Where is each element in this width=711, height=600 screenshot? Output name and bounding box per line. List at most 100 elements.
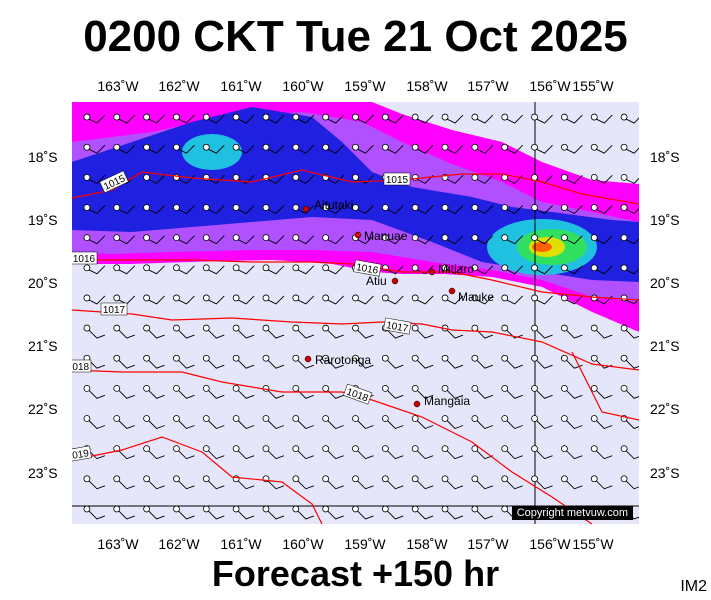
lon-label: 161˚W (220, 78, 262, 94)
wind-barb (352, 475, 374, 490)
wind-barb (411, 234, 434, 245)
wind-barb (471, 445, 494, 460)
weather-map: 1015 1015 1016 1016 1017 1017 (72, 102, 639, 524)
wind-barb (590, 415, 613, 430)
wind-barb (620, 234, 639, 245)
lat-label: 21˚S (28, 338, 58, 354)
wind-barb (83, 264, 106, 275)
wind-barb (531, 475, 553, 490)
place-markers: Aitutaki Manuae Mitiaro Atiu Mauke Rarot… (302, 198, 494, 408)
wind-barb (501, 264, 524, 275)
wind-barb (83, 113, 106, 124)
wind-barb (501, 204, 524, 215)
wind-barb (232, 354, 255, 369)
wind-barb (441, 294, 464, 305)
wind-barb (143, 173, 165, 184)
image-code: IM2 (680, 578, 707, 595)
wind-barb (381, 445, 404, 460)
wind-barb (292, 264, 315, 275)
wind-barb (590, 384, 613, 399)
wind-barb (411, 415, 434, 430)
wind-barb (590, 234, 613, 245)
wind-barb (143, 384, 165, 399)
lon-label: 158˚W (406, 536, 448, 552)
lon-label: 159˚W (344, 536, 386, 552)
wind-barb (292, 294, 315, 305)
wind-barb (411, 294, 434, 305)
place-dot (354, 231, 362, 239)
wind-barb (531, 384, 553, 399)
map-canvas: 1015 1015 1016 1016 1017 1017 (72, 102, 639, 524)
wind-barb (292, 234, 315, 245)
chart-title: 0200 CKT Tue 21 Oct 2025 (83, 12, 628, 61)
wind-barb (501, 475, 523, 490)
wind-barb (322, 324, 344, 339)
wind-barb (113, 204, 136, 215)
wind-barb (501, 415, 523, 430)
wind-barb (501, 294, 524, 305)
rain-core-cyan (182, 134, 242, 170)
wind-barb (113, 264, 136, 275)
wind-barb (143, 445, 165, 460)
wind-barb (83, 173, 106, 184)
wind-barb (202, 505, 225, 520)
wind-barb (590, 204, 613, 215)
wind-barb (322, 445, 344, 460)
isobar-line (72, 309, 639, 371)
wind-barb (590, 324, 613, 339)
wind-barb (531, 445, 553, 460)
wind-barb (232, 505, 255, 520)
place-dot (413, 400, 421, 408)
wind-barb (352, 415, 374, 430)
wind-barb (441, 384, 464, 399)
wind-barb (411, 324, 434, 339)
lon-label: 160˚W (282, 78, 324, 94)
wind-barb (173, 113, 195, 124)
lon-label: 156˚W (529, 78, 571, 94)
place-dot (391, 277, 399, 285)
wind-barb (560, 415, 583, 430)
wind-barb (590, 173, 613, 184)
isobar-line (571, 351, 639, 421)
wind-barb (202, 294, 225, 305)
wind-barb (590, 475, 613, 490)
wind-barb (411, 505, 434, 520)
wind-barb (531, 113, 553, 124)
wind-barb (143, 324, 165, 339)
wind-barb (352, 445, 374, 460)
wind-barb (531, 204, 553, 215)
wind-barb (531, 264, 553, 275)
isobar-line (72, 169, 639, 205)
wind-barb (143, 143, 165, 154)
lon-label: 155˚W (572, 78, 614, 94)
wind-barb (292, 475, 314, 490)
wind-barb (292, 173, 315, 184)
wind-barb (471, 384, 494, 399)
wind-barb (322, 294, 344, 305)
wind-barb (232, 113, 255, 124)
isobar-label: 1016 (355, 262, 379, 277)
wind-barb (411, 475, 434, 490)
wind-barb (441, 143, 464, 154)
place-label: Manuae (364, 229, 408, 243)
wind-barb (232, 204, 255, 215)
wind-barb (381, 505, 404, 520)
wind-barb (620, 264, 639, 275)
wind-barb (83, 384, 106, 399)
wind-barb (202, 143, 225, 154)
wind-barb (173, 234, 195, 245)
wind-barb (173, 264, 195, 275)
wind-barb (471, 294, 494, 305)
wind-barb (560, 384, 583, 399)
wind-barb (232, 264, 255, 275)
wind-barb (620, 354, 639, 369)
wind-barb (292, 204, 315, 215)
wind-barb (262, 204, 285, 215)
wind-barb (262, 294, 285, 305)
wind-barb (322, 204, 344, 215)
place-dot (428, 268, 436, 276)
place-dot (304, 355, 312, 363)
wind-barb (352, 505, 374, 520)
wind-barb (560, 475, 583, 490)
wind-barb (173, 445, 195, 460)
